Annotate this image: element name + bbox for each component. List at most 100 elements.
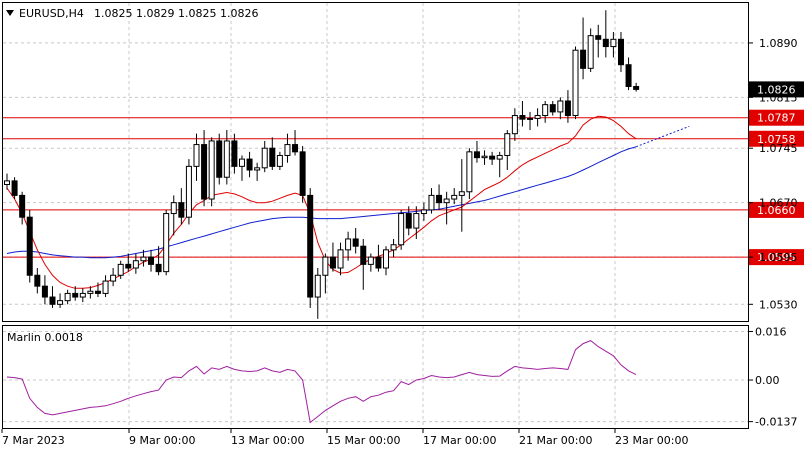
candle-body [534,115,541,119]
candle-body [201,144,208,200]
candle-body [208,140,215,200]
candle-body [185,165,192,218]
candle-body [155,263,162,273]
candle-body [436,194,443,204]
time-tick-label: 7 Mar 2023 [2,434,65,447]
time-tick-label: 23 Mar 00:00 [615,434,688,447]
candle-body [617,38,624,66]
price-tick-label: 1.0890 [759,37,798,50]
candle-body [564,100,571,117]
candle-body [496,154,503,160]
level-price-badge [749,130,804,147]
candle-body [94,290,101,294]
candle-body [481,155,488,159]
candle-body [4,180,10,186]
candle-body [542,104,549,117]
candle-body [72,292,79,298]
candle-body [458,191,465,196]
candle-body [572,49,579,117]
candle-body [314,274,321,298]
candle-body [466,151,473,193]
candle-body [216,140,223,178]
symbol-dropdown-icon[interactable] [6,10,14,16]
candle-body [261,147,268,169]
candle-body [451,194,458,200]
time-tick-label: 13 Mar 00:00 [231,434,304,447]
candle-body [473,151,480,159]
level-price-badge [749,201,804,218]
candle-body [163,213,170,273]
price-panel[interactable] [2,2,749,322]
current-price-label: 1.0826 [757,83,796,96]
price-tick-label: 1.0595 [759,251,798,264]
candlesticks [4,10,640,319]
candle-body [49,296,56,305]
candle-body [375,256,382,269]
candle-body [557,100,564,113]
candle-body [148,256,155,265]
time-tick-label: 17 Mar 00:00 [423,434,496,447]
time-tick-label: 21 Mar 00:00 [519,434,592,447]
candle-body [299,151,306,196]
candle-body [519,115,526,120]
level-price-label: 1.0787 [757,112,796,125]
candle-body [428,194,435,211]
candle-body [284,144,291,156]
level-price-label: 1.0595 [757,251,796,264]
time-axis: 7 Mar 2023 9 Mar 00:00 13 Mar 00:00 15 Mar … [1,429,688,447]
indicator-panel[interactable] [2,325,749,429]
candle-body [170,202,177,215]
candle-body [352,238,359,247]
candle-body [79,292,86,298]
candle-body [125,263,132,269]
time-tick-label: 15 Mar 00:00 [327,434,400,447]
ma-slow-projection [635,125,690,148]
indicator-label: Marlin 0.0018 [7,331,83,344]
candle-body [117,263,124,276]
candle-body [587,35,594,69]
candle-body [383,249,389,269]
candle-body [602,38,609,48]
candle-body [19,194,26,218]
candle-body [57,300,64,305]
candle-body [64,292,71,302]
price-tick-label: 1.0745 [759,142,798,155]
candle-body [178,202,185,218]
candle-body [269,147,276,167]
candle-body [110,274,117,282]
level-price-badge [749,249,804,266]
candle-body [413,213,420,229]
candle-body [41,285,48,298]
candle-body [595,35,602,40]
price-tick-label: 1.0530 [759,298,798,311]
candle-body [223,140,230,178]
symbol-ohlc: 1.0825 1.0829 1.0825 1.0826 [94,7,258,20]
candle-body [26,216,33,276]
candle-body [276,154,283,167]
candle-body [254,167,261,171]
ma-slow-line [6,146,637,259]
candle-body [322,256,329,276]
candle-body [337,249,344,269]
candle-body [238,158,245,167]
candle-body [610,38,617,48]
candle-body [329,256,336,269]
current-price-badge [749,81,804,98]
price-tick-label: 1.0815 [759,91,798,104]
indicator-tick-label: 0.00 [755,374,780,387]
price-tick-label: 1.0670 [759,197,798,210]
oscillator-series [6,340,637,424]
indicator-axis: 0.016 0.00 -0.0137 [749,325,797,429]
horizontal-levels: 1.0787 1.0758 1.0660 1.0595 1.0826 [3,81,804,266]
level-price-badge [749,109,804,126]
candle-body [246,158,253,171]
candle-body [11,180,18,196]
candle-body [420,209,427,215]
candle-body [87,290,94,294]
candle-body [231,140,238,167]
symbol-name: EURUSD,H4 [19,7,84,20]
candle-body [633,85,640,90]
candle-body [625,64,632,87]
time-tick-label: 9 Mar 00:00 [129,434,195,447]
